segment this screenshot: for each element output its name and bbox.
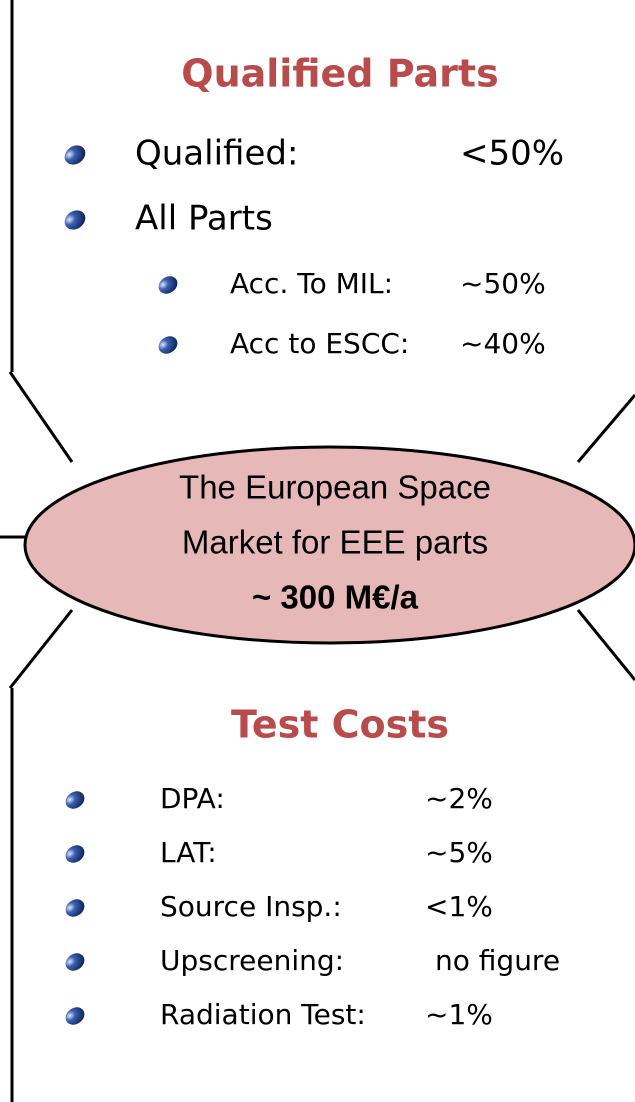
bullet — [65, 899, 85, 917]
item-label: DPA: — [160, 782, 225, 815]
section-title: Qualified Parts — [181, 52, 498, 96]
item-value: no figure — [435, 944, 560, 977]
item-label: Source Insp.: — [160, 890, 342, 923]
center-text: The European Space — [179, 469, 491, 506]
item-label: Upscreening: — [160, 944, 344, 977]
item-label: Qualified: — [135, 134, 298, 174]
connector — [8, 371, 74, 463]
item-label: LAT: — [160, 836, 217, 869]
bullet — [64, 145, 86, 165]
center-ellipse — [23, 445, 635, 645]
connector — [8, 609, 74, 689]
item-value: <1% — [425, 890, 493, 923]
item-value: ~2% — [425, 782, 493, 815]
connector — [576, 609, 635, 681]
item-label: Acc to ESCC: — [230, 327, 409, 360]
item-value: ~50% — [460, 267, 546, 300]
item-value: ~1% — [425, 998, 493, 1031]
item-label: Acc. To MIL: — [230, 267, 393, 300]
bullet — [65, 1007, 85, 1025]
connector — [576, 394, 635, 463]
item-label: All Parts — [135, 199, 273, 239]
item-value: ~40% — [460, 327, 546, 360]
item-value: <50% — [460, 134, 564, 174]
section-title: Test Costs — [231, 703, 449, 747]
bullet — [64, 210, 86, 230]
bullet — [65, 953, 85, 971]
item-label: Radiation Test: — [160, 998, 366, 1031]
bullet — [158, 276, 178, 294]
bullet — [65, 791, 85, 809]
item-value: ~5% — [425, 836, 493, 869]
center-figure: ~ 300 M€/a — [252, 579, 419, 616]
bullet — [158, 336, 178, 354]
bullet — [65, 845, 85, 863]
center-text: Market for EEE parts — [182, 524, 488, 561]
